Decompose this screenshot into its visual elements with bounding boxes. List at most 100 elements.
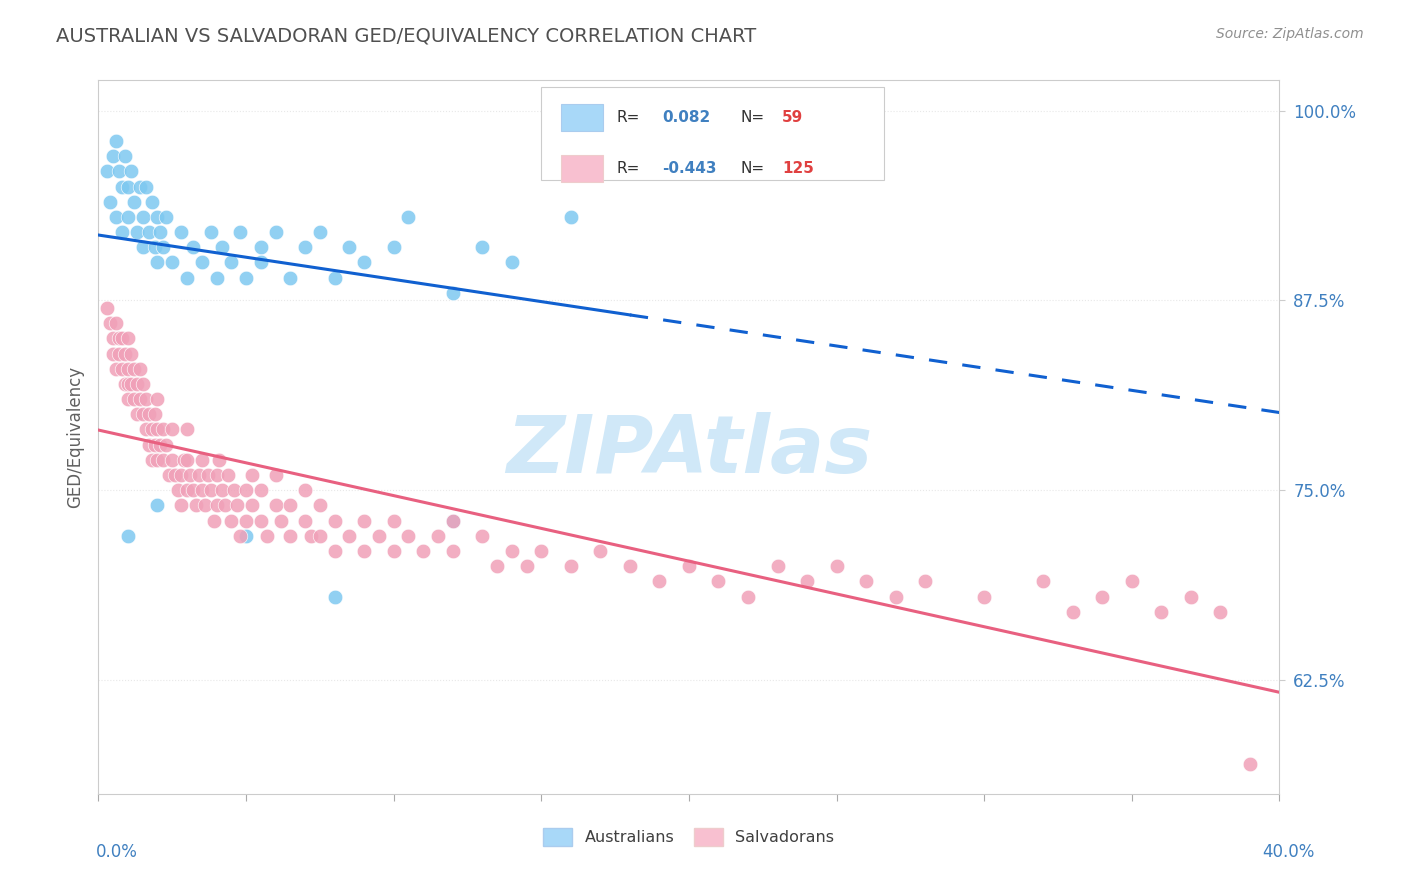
Point — [323, 544, 346, 558]
Text: 40.0%: 40.0% — [1263, 843, 1315, 861]
Point — [224, 483, 246, 498]
Point — [155, 210, 177, 224]
Point — [117, 392, 139, 406]
Point — [120, 164, 142, 178]
Point — [200, 483, 222, 498]
Point — [176, 422, 198, 436]
Legend: Australians, Salvadorans: Australians, Salvadorans — [536, 821, 842, 854]
Point — [191, 255, 214, 269]
Point — [105, 316, 128, 330]
Point — [125, 407, 148, 421]
Point — [560, 559, 582, 574]
Point — [149, 225, 172, 239]
Point — [309, 225, 332, 239]
Point — [138, 438, 160, 452]
Point — [398, 210, 420, 224]
Point — [427, 529, 450, 543]
Point — [146, 453, 169, 467]
Point — [501, 544, 523, 558]
Point — [294, 240, 316, 254]
Point — [173, 453, 195, 467]
Point — [211, 240, 233, 254]
Point — [167, 483, 190, 498]
Point — [128, 361, 150, 376]
Point — [155, 438, 177, 452]
Point — [211, 483, 233, 498]
Point — [132, 376, 155, 391]
Point — [179, 468, 201, 483]
Point — [122, 361, 145, 376]
Point — [149, 438, 172, 452]
Point — [205, 499, 228, 513]
Point — [678, 559, 700, 574]
Point — [96, 301, 118, 315]
Point — [240, 468, 263, 483]
Point — [105, 210, 128, 224]
Point — [226, 499, 249, 513]
Point — [184, 499, 207, 513]
Point — [98, 194, 121, 209]
Point — [208, 453, 231, 467]
Point — [235, 529, 257, 543]
Point — [707, 574, 730, 589]
Point — [973, 590, 995, 604]
Point — [176, 270, 198, 285]
Point — [270, 514, 292, 528]
Point — [1209, 605, 1232, 619]
Point — [294, 514, 316, 528]
Point — [117, 376, 139, 391]
Point — [382, 240, 405, 254]
Text: ZIPAtlas: ZIPAtlas — [506, 412, 872, 491]
Point — [280, 529, 302, 543]
Y-axis label: GED/Equivalency: GED/Equivalency — [66, 366, 84, 508]
Point — [299, 529, 322, 543]
Point — [353, 544, 375, 558]
FancyBboxPatch shape — [541, 87, 884, 180]
Point — [135, 422, 157, 436]
Point — [471, 240, 494, 254]
Point — [108, 346, 131, 360]
Point — [221, 255, 243, 269]
Point — [128, 179, 150, 194]
Point — [143, 240, 166, 254]
Point — [181, 483, 204, 498]
Point — [138, 407, 160, 421]
Point — [323, 270, 346, 285]
Point — [141, 453, 163, 467]
Point — [825, 559, 848, 574]
Point — [135, 179, 157, 194]
Point — [122, 392, 145, 406]
Point — [1239, 756, 1261, 771]
Point — [105, 134, 128, 148]
Point — [114, 376, 136, 391]
Text: -0.443: -0.443 — [662, 161, 716, 176]
Point — [441, 514, 464, 528]
Point — [264, 499, 287, 513]
Point — [235, 514, 257, 528]
Point — [516, 559, 538, 574]
Point — [108, 164, 131, 178]
Point — [441, 285, 464, 300]
Point — [162, 422, 183, 436]
Point — [146, 392, 169, 406]
Point — [152, 240, 174, 254]
Point — [323, 514, 346, 528]
Point — [162, 255, 183, 269]
Point — [264, 468, 287, 483]
Point — [250, 514, 273, 528]
Text: R=: R= — [617, 161, 640, 176]
Point — [250, 483, 273, 498]
Point — [256, 529, 278, 543]
Point — [141, 422, 163, 436]
Point — [200, 225, 222, 239]
Point — [146, 255, 169, 269]
Point — [339, 240, 361, 254]
Point — [128, 392, 150, 406]
Point — [111, 331, 134, 345]
Point — [471, 529, 494, 543]
Point — [486, 559, 509, 574]
Point — [382, 514, 405, 528]
Point — [309, 529, 332, 543]
Point — [1121, 574, 1143, 589]
Point — [111, 361, 134, 376]
